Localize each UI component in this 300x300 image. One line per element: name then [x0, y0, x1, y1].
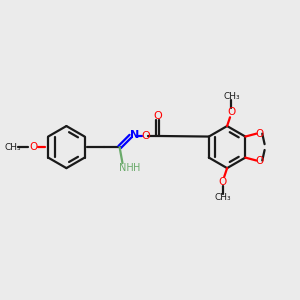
Text: CH₃: CH₃ [4, 142, 21, 152]
Text: O: O [256, 129, 264, 139]
Text: O: O [227, 107, 236, 117]
Text: O: O [154, 110, 162, 121]
Text: O: O [219, 177, 227, 187]
Text: O: O [256, 155, 264, 166]
Text: O: O [141, 131, 150, 141]
Text: NH: NH [118, 163, 134, 173]
Text: CH₃: CH₃ [223, 92, 240, 101]
Text: N: N [130, 130, 139, 140]
Text: CH₃: CH₃ [214, 194, 231, 202]
Text: O: O [29, 142, 37, 152]
Text: H: H [133, 163, 140, 173]
